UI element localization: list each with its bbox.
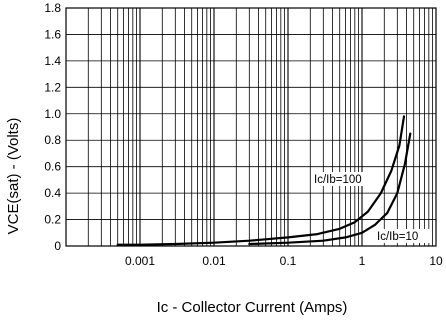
y-tick-label: 0.6 — [44, 160, 61, 174]
curve-label-10-group: Ic/Ib=10 — [376, 229, 431, 243]
x-tick-label: 10 — [429, 254, 443, 268]
y-tick-labels: 0 0.2 0.4 0.6 0.8 1.0 1.2 1.4 1.6 1.8 — [44, 1, 61, 253]
x-axis-title: Ic - Collector Current (Amps) — [157, 299, 348, 316]
grid-lines — [66, 8, 436, 246]
x-tick-label: 0.01 — [202, 254, 226, 268]
curve-label-100-bg — [313, 172, 373, 186]
y-tick-label: 0.8 — [44, 133, 61, 147]
curve-label-10: Ic/Ib=10 — [377, 231, 418, 243]
y-tick-label: 1.2 — [44, 80, 61, 94]
y-tick-label: 0 — [54, 239, 61, 253]
y-axis-title: VCE(sat) - (Volts) — [5, 118, 22, 235]
series-line-1 — [116, 115, 406, 246]
x-tick-label: 1 — [359, 254, 366, 268]
plot-frame — [65, 7, 437, 247]
x-tick-label: 0.1 — [280, 254, 297, 268]
y-tick-label: 1.4 — [44, 54, 61, 68]
y-tick-label: 1.8 — [44, 1, 61, 15]
x-tick-labels: 0.001 0.01 0.1 1 10 — [125, 254, 443, 268]
x-tick-label: 0.001 — [125, 254, 155, 268]
y-tick-label: 1.0 — [44, 107, 61, 121]
series-line-2 — [248, 132, 412, 246]
y-tick-label: 1.6 — [44, 27, 61, 41]
curves — [116, 115, 412, 246]
curve-label-10-bg — [376, 229, 431, 243]
curve-label-100-group: Ic/Ib=100 — [313, 172, 373, 186]
y-tick-label: 0.4 — [44, 186, 61, 200]
curve-label-100: Ic/Ib=100 — [314, 174, 362, 186]
y-tick-label: 0.2 — [44, 213, 61, 227]
